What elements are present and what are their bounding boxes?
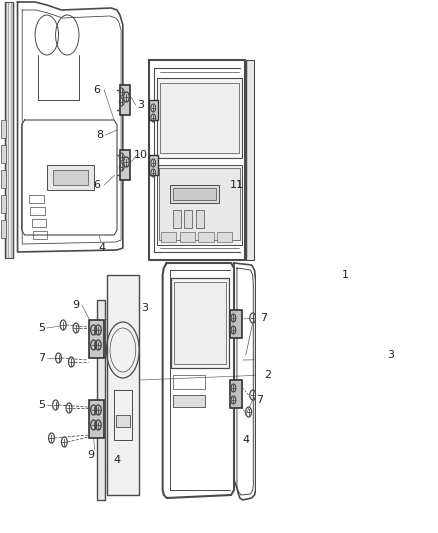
Bar xyxy=(149,155,158,175)
Bar xyxy=(29,195,44,203)
Bar xyxy=(1,120,6,138)
Polygon shape xyxy=(5,2,13,258)
Text: 9: 9 xyxy=(73,300,80,310)
Bar xyxy=(171,278,229,368)
Text: 3: 3 xyxy=(141,303,148,313)
Text: 2: 2 xyxy=(265,370,272,380)
Bar xyxy=(107,275,139,495)
Bar xyxy=(96,300,105,500)
Text: 7: 7 xyxy=(39,353,46,363)
Text: 3: 3 xyxy=(137,100,144,110)
Text: 4: 4 xyxy=(113,455,120,465)
Text: 4: 4 xyxy=(242,435,249,445)
Text: 11: 11 xyxy=(230,180,244,190)
Text: 10: 10 xyxy=(134,150,148,160)
Bar xyxy=(33,231,47,239)
Bar xyxy=(1,195,6,213)
Bar xyxy=(89,320,103,358)
Bar xyxy=(53,170,88,185)
Bar xyxy=(47,165,94,190)
Text: 7: 7 xyxy=(260,313,268,323)
Bar xyxy=(230,310,242,338)
Text: 6: 6 xyxy=(93,85,100,95)
Bar xyxy=(89,400,103,438)
Bar xyxy=(174,282,226,364)
Bar xyxy=(30,207,45,215)
Bar xyxy=(157,78,242,158)
Bar xyxy=(198,232,214,242)
Bar xyxy=(1,220,6,238)
Bar xyxy=(1,170,6,188)
Text: 6: 6 xyxy=(93,180,100,190)
Bar xyxy=(1,145,6,163)
Bar xyxy=(157,165,242,245)
Bar xyxy=(149,100,158,120)
Text: 3: 3 xyxy=(387,350,394,360)
Text: 4: 4 xyxy=(99,243,106,253)
Text: 8: 8 xyxy=(96,130,103,140)
Bar xyxy=(230,380,242,408)
Bar xyxy=(159,168,240,240)
Text: 5: 5 xyxy=(39,400,46,410)
Bar xyxy=(173,210,181,228)
Bar xyxy=(120,150,131,180)
Bar xyxy=(184,210,192,228)
Bar xyxy=(116,415,130,427)
Polygon shape xyxy=(246,60,254,260)
Bar xyxy=(173,395,205,407)
Bar xyxy=(161,232,176,242)
Bar xyxy=(170,185,219,203)
Bar xyxy=(32,219,46,227)
Text: 1: 1 xyxy=(342,270,349,280)
Bar xyxy=(217,232,232,242)
Bar xyxy=(160,83,239,153)
Bar xyxy=(114,390,132,440)
Bar xyxy=(180,232,195,242)
Bar xyxy=(173,375,205,389)
Text: 7: 7 xyxy=(256,395,263,405)
Bar xyxy=(173,188,216,200)
Bar xyxy=(120,85,131,115)
Text: 9: 9 xyxy=(87,450,94,460)
Text: 5: 5 xyxy=(39,323,46,333)
Bar xyxy=(196,210,204,228)
